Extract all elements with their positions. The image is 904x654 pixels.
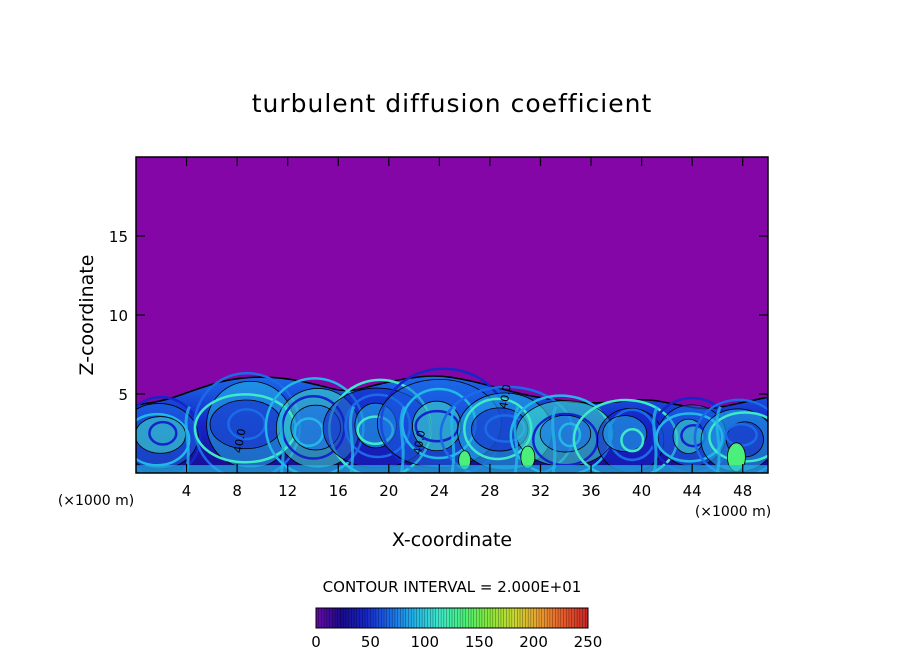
- colorbar-lines: [318, 608, 586, 628]
- colorbar-tick-label: 200: [519, 633, 548, 651]
- x-tick-label: 32: [531, 482, 550, 500]
- colorbar-tick-label: 100: [410, 633, 439, 651]
- colorbar-tick-label: 250: [574, 633, 603, 651]
- x-tick-label: 28: [480, 482, 499, 500]
- x-tick-label: 16: [329, 482, 348, 500]
- y-axis-label: Z-coordinate: [76, 255, 98, 376]
- plume-streak: [450, 405, 457, 473]
- eddy-contour: [672, 418, 705, 454]
- plume-streak: [348, 405, 356, 473]
- hot-spot: [520, 445, 536, 469]
- x-tick-label: 36: [581, 482, 600, 500]
- eddy-contour: [558, 422, 582, 448]
- x-tick-label: 40: [632, 482, 651, 500]
- eddy-contour: [539, 414, 592, 453]
- contour-labels: 40.0 40.0 40.0: [231, 383, 513, 455]
- colorbar-tick-label: 150: [465, 633, 494, 651]
- eddy-contour: [620, 427, 645, 453]
- contour-label: 40.0: [411, 429, 428, 455]
- x-tick-label: 8: [232, 482, 242, 500]
- plume-streak: [652, 405, 659, 473]
- colorbar-frame: [315, 607, 589, 629]
- eddy-contour: [148, 420, 178, 446]
- colorbar-tick-label: 0: [311, 633, 321, 651]
- eddy-contour: [693, 398, 768, 473]
- x-tick-label: 4: [182, 482, 192, 500]
- turbulent-field: [136, 367, 768, 473]
- plume-streak: [715, 405, 722, 473]
- plume-streak: [551, 405, 558, 473]
- x-tick-label: 44: [683, 482, 702, 500]
- contour-label: 40.0: [231, 428, 248, 454]
- x-tick-label: 12: [278, 482, 297, 500]
- colorbar: 0 50 100 150 200 250: [311, 607, 602, 651]
- y-tick-label: 15: [109, 228, 128, 246]
- plot-area: 40.0 40.0 40.0: [135, 156, 769, 474]
- contour-label: 40.0: [497, 383, 514, 409]
- plume-streak: [184, 405, 191, 473]
- y-tick-label: 10: [109, 307, 128, 325]
- surface-layer: [136, 465, 768, 473]
- plume-streak: [513, 405, 520, 473]
- x-tick-label: 24: [430, 482, 449, 500]
- x-tick-label: 20: [379, 482, 398, 500]
- x-unit-left: (×1000 m): [58, 493, 134, 509]
- eddy-contour: [136, 395, 202, 473]
- x-axis-label: X-coordinate: [392, 529, 512, 551]
- contour-interval-text: CONTOUR INTERVAL = 2.000E+01: [323, 578, 582, 596]
- colorbar-tick-label: 50: [361, 633, 380, 651]
- x-axis-ticks: 4 8 12 16 20 24 28 32 36 40 44 48: [182, 157, 752, 500]
- x-tick-label: 48: [733, 482, 752, 500]
- colorbar-tick-labels: 0 50 100 150 200 250: [311, 633, 602, 651]
- x-unit-right: (×1000 m): [695, 504, 771, 520]
- y-axis-ticks: 5 10 15: [109, 228, 768, 404]
- y-tick-label: 5: [118, 386, 128, 404]
- plume-streak: [279, 405, 286, 473]
- plume-streak: [399, 405, 406, 473]
- chart-title: turbulent diffusion coefficient: [252, 89, 653, 118]
